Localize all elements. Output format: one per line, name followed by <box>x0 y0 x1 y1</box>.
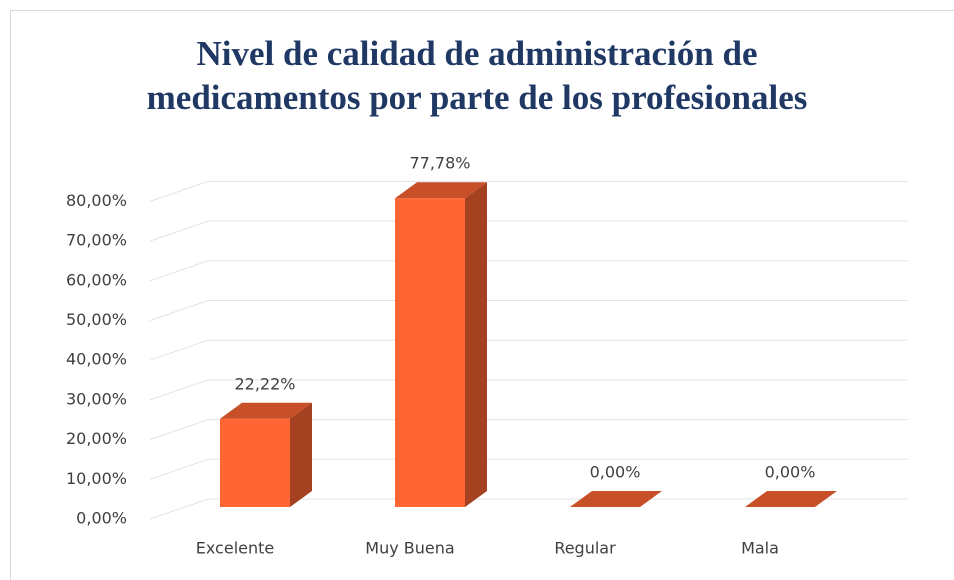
y-tick-label: 30,00% <box>66 389 127 408</box>
grid-line <box>149 458 908 480</box>
grid-line <box>149 498 908 520</box>
bar <box>395 182 487 508</box>
bar-top <box>745 491 837 507</box>
y-tick-label: 10,00% <box>66 469 127 488</box>
data-label: 0,00% <box>590 463 641 482</box>
data-label: 22,22% <box>234 374 295 393</box>
bar-front <box>395 198 465 508</box>
data-label: 0,00% <box>765 463 816 482</box>
bar-top <box>220 402 312 419</box>
y-tick-label: 70,00% <box>66 231 127 250</box>
chart-title: Nivel de calidad de administración de me… <box>146 34 808 117</box>
grid-line <box>149 300 908 321</box>
x-tick-label: Excelente <box>196 539 274 558</box>
grid-line <box>149 220 908 242</box>
grid-line <box>149 419 908 441</box>
y-tick-label: 40,00% <box>66 350 127 369</box>
x-tick-label: Mala <box>741 539 779 558</box>
bar <box>570 491 662 507</box>
bar <box>745 491 837 507</box>
bar-side <box>465 182 487 508</box>
y-tick-label: 0,00% <box>76 509 127 528</box>
bar-top <box>570 491 662 507</box>
bar-top <box>395 182 487 199</box>
y-tick-label: 50,00% <box>66 310 127 329</box>
y-tick-label: 60,00% <box>66 270 127 289</box>
x-tick-label: Regular <box>554 539 616 558</box>
data-label: 77,78% <box>409 154 470 173</box>
grid-line <box>149 379 908 401</box>
bar-front <box>220 418 290 507</box>
grid-line <box>149 339 908 361</box>
chart-border <box>10 10 954 580</box>
y-tick-label: 80,00% <box>66 191 127 210</box>
y-tick-label: 20,00% <box>66 429 127 448</box>
bar-side <box>290 402 312 507</box>
grid-line <box>149 180 908 202</box>
grid-line <box>149 260 908 282</box>
x-tick-label: Muy Buena <box>365 539 454 558</box>
bar <box>220 402 312 507</box>
